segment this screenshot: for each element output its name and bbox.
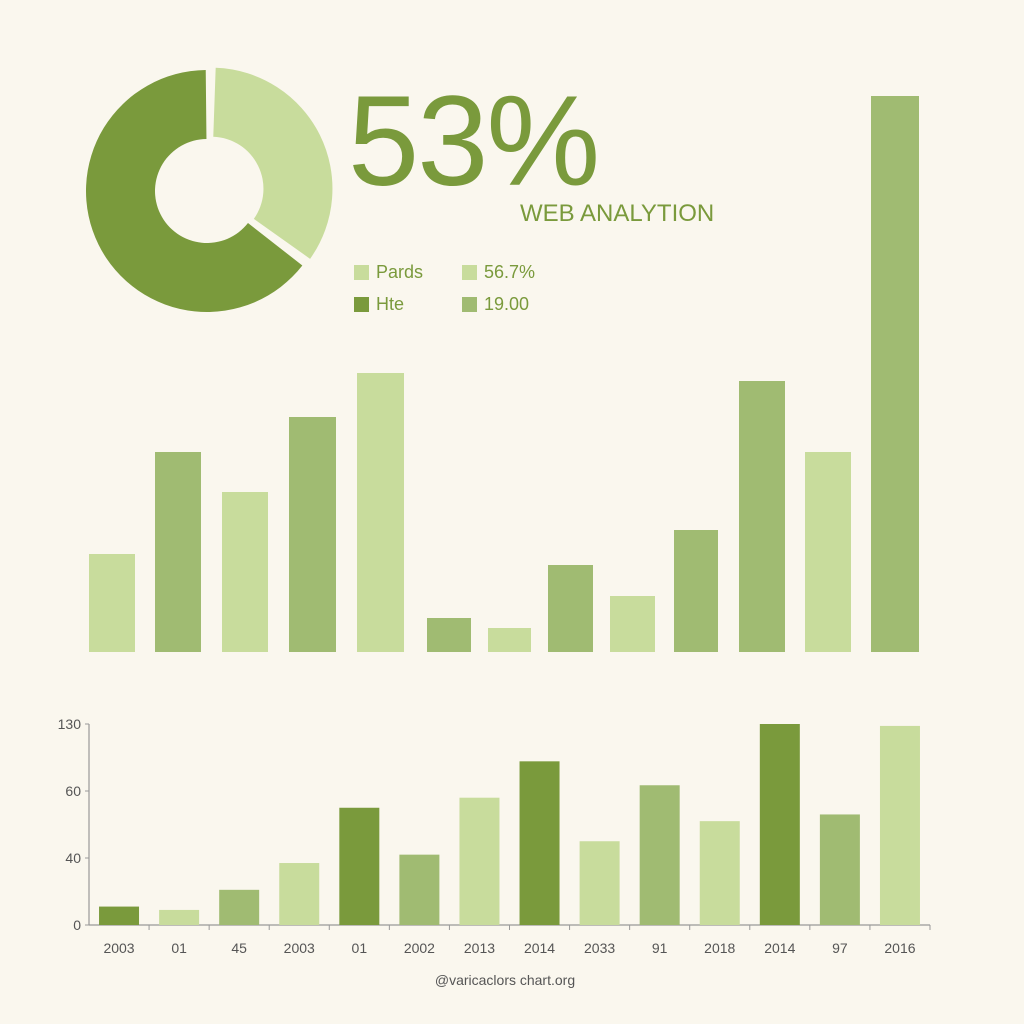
upper-bar: [674, 530, 718, 652]
legend-label: Hte: [376, 294, 405, 314]
lower-bar: [399, 854, 440, 925]
upper-bar: [871, 96, 919, 652]
legend-swatch: [354, 297, 369, 312]
x-tick-label: 2018: [704, 940, 735, 956]
x-tick-label: 97: [832, 940, 848, 956]
legend-item: 19.00: [462, 294, 529, 315]
x-tick-label: 2014: [764, 940, 795, 956]
upper-bar: [488, 628, 531, 652]
y-tick-label: 0: [73, 917, 81, 933]
lower-bar: [459, 797, 500, 925]
x-tick-label: 2002: [404, 940, 435, 956]
x-tick-label: 2003: [103, 940, 134, 956]
donut-slice: [213, 67, 333, 259]
y-tick-label: 60: [65, 783, 81, 799]
upper-bar: [222, 492, 268, 652]
lower-bar: [639, 785, 680, 925]
lower-bar: [879, 725, 920, 925]
lower-bar: [159, 909, 200, 925]
lower-bar: [219, 889, 260, 925]
upper-bar: [805, 452, 851, 652]
upper-bar: [548, 565, 593, 652]
lower-bar: [819, 814, 860, 925]
legend-item: Pards: [354, 262, 423, 283]
upper-bar: [610, 596, 655, 652]
legend-swatch: [462, 297, 477, 312]
legend-label: 19.00: [484, 294, 530, 314]
x-tick-label: 01: [171, 940, 187, 956]
lower-bar: [519, 761, 560, 925]
y-tick-label: 40: [65, 850, 81, 866]
legend-item: 56.7%: [462, 262, 535, 283]
donut-slice: [85, 70, 303, 312]
x-tick-label: 45: [231, 940, 247, 956]
lower-bar: [759, 724, 800, 925]
footer-credit: @varicaclors chart.org: [434, 972, 576, 988]
x-tick-label: 2013: [464, 940, 495, 956]
upper-bar: [357, 373, 404, 652]
x-tick-label: 01: [352, 940, 368, 956]
x-tick-label: 2014: [524, 940, 555, 956]
upper-bar: [427, 618, 471, 652]
lower-bar: [339, 807, 380, 925]
x-tick-label: 91: [652, 940, 668, 956]
upper-bar: [155, 452, 201, 652]
x-tick-label: 2033: [584, 940, 615, 956]
headline-percent: 53%: [348, 70, 600, 213]
upper-bar: [739, 381, 785, 652]
lower-bar: [579, 841, 620, 925]
x-tick-label: 2016: [884, 940, 915, 956]
upper-bar: [289, 417, 336, 652]
lower-bar: [279, 863, 320, 925]
legend-swatch: [462, 265, 477, 280]
legend-item: Hte: [354, 294, 404, 315]
legend-label: Pards: [376, 262, 424, 282]
headline-subtitle: WEB ANALYTION: [520, 200, 715, 227]
lower-bar: [699, 821, 740, 925]
x-tick-label: 2003: [284, 940, 315, 956]
upper-bar: [89, 554, 135, 652]
legend-swatch: [354, 265, 369, 280]
y-tick-label: 130: [58, 716, 82, 732]
legend-label: 56.7%: [484, 262, 536, 282]
lower-bar: [99, 906, 140, 925]
